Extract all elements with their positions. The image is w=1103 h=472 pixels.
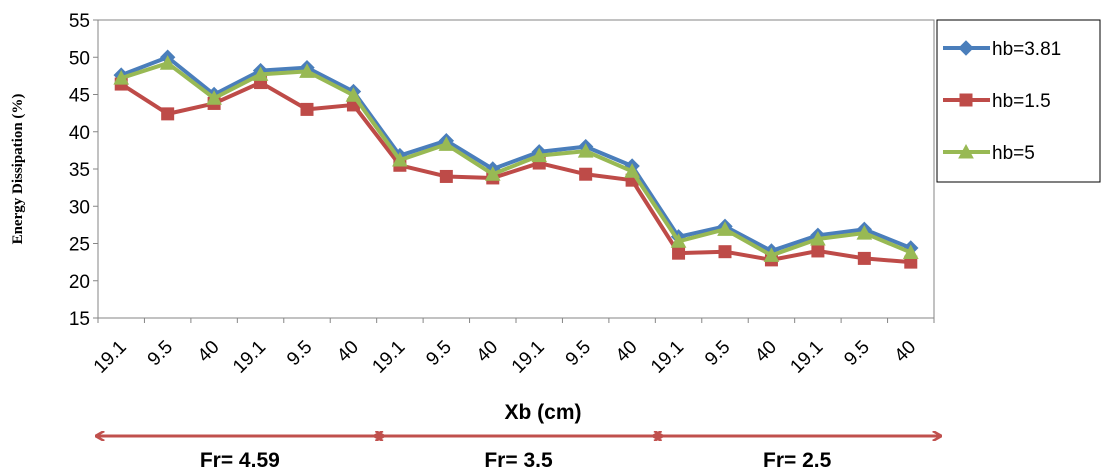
x-tick-label: 9.5 (422, 337, 456, 371)
x-tick-label: 40 (612, 337, 642, 367)
y-tick-label: 15 (69, 309, 90, 330)
y-tick-label: 45 (69, 86, 90, 107)
legend-marker (958, 143, 974, 159)
x-tick-label: 40 (333, 337, 363, 367)
data-point (113, 70, 130, 85)
data-point (159, 55, 176, 70)
legend-item: hb=3.81 (943, 39, 1061, 60)
x-tick-label: 19.1 (229, 337, 270, 378)
froude-group: Fr= 2.5 (654, 436, 941, 472)
legend-label: hb=1.5 (992, 91, 1051, 112)
series-line (120, 61, 912, 258)
data-point (579, 167, 593, 181)
x-tick-label: 9.5 (562, 337, 596, 371)
data-point (484, 166, 501, 181)
x-tick-label: 19.1 (508, 337, 549, 378)
y-tick-label: 25 (69, 235, 90, 256)
data-point (161, 107, 175, 121)
y-tick-label: 30 (69, 197, 90, 218)
x-tick-label: 19.1 (647, 337, 688, 378)
legend-item: hb=5 (943, 143, 1035, 164)
x-tick-label: 9.5 (840, 337, 874, 371)
x-tick-label: 9.5 (701, 337, 735, 371)
y-tick-label: 20 (69, 272, 90, 293)
data-point (252, 66, 269, 81)
series-3 (113, 55, 919, 262)
froude-group: Fr= 3.5 (375, 436, 662, 472)
data-point (531, 147, 548, 163)
y-tick-label: 50 (69, 48, 90, 69)
x-tick-label: 40 (751, 337, 781, 367)
data-point (670, 233, 687, 248)
data-point (300, 102, 314, 116)
series-line (120, 55, 912, 253)
y-tick-label: 35 (69, 160, 90, 181)
x-tick-label: 9.5 (283, 337, 317, 371)
froude-group: Fr= 4.59 (96, 436, 383, 472)
froude-label: Fr= 2.5 (763, 449, 832, 472)
data-point (763, 247, 780, 262)
data-point (718, 245, 732, 259)
x-axis: 19.1 9.5 40 19.1 9.5 40 19.1 9.5 40 19.1 9.5 40 19.1… (90, 318, 935, 378)
group-arrows: Fr= 4.59 Fr= 3.5 Fr= 2.5 (96, 436, 941, 472)
legend-item: hb=1.5 (943, 91, 1051, 112)
series-line (120, 80, 911, 265)
series-layer (113, 49, 919, 269)
data-point (345, 87, 362, 102)
data-point (439, 169, 453, 183)
x-tick-label: 40 (194, 337, 224, 367)
froude-label: Fr= 4.59 (200, 449, 280, 472)
data-point (624, 163, 640, 178)
x-tick-label: 40 (473, 337, 503, 367)
data-point (857, 251, 871, 265)
legend-marker (959, 93, 973, 107)
y-axis: 15 20 25 30 35 40 45 50 55 (69, 11, 98, 330)
y-tick-label: 55 (69, 11, 90, 32)
x-tick-label: 40 (891, 337, 921, 367)
data-point (856, 225, 873, 240)
data-point (577, 143, 594, 158)
froude-label: Fr= 3.5 (484, 449, 553, 472)
legend-label: hb=5 (992, 143, 1035, 164)
data-point (717, 221, 733, 236)
x-tick-label: 9.5 (144, 337, 178, 371)
data-point (810, 230, 826, 246)
x-axis-label: Xb (cm) (504, 401, 581, 424)
y-axis-label: Energy Dissipation (%) (10, 94, 26, 245)
x-tick-label: 19.1 (90, 337, 131, 378)
data-point (392, 152, 408, 167)
data-point (672, 246, 686, 260)
x-tick-label: 19.1 (786, 337, 827, 378)
legend: hb=3.81 hb=1.5 hb=5 (943, 39, 1061, 164)
data-point (206, 90, 222, 105)
data-point (902, 244, 919, 259)
data-point (299, 63, 315, 78)
y-tick-label: 40 (69, 123, 90, 144)
legend-marker (958, 40, 974, 56)
data-point (438, 136, 455, 151)
x-tick-label: 19.1 (368, 337, 409, 378)
legend-label: hb=3.81 (992, 39, 1061, 60)
data-point (811, 244, 825, 258)
